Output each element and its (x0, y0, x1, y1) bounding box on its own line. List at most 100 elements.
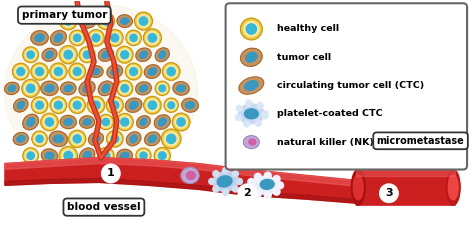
Circle shape (98, 114, 113, 130)
Ellipse shape (17, 101, 24, 109)
Circle shape (162, 129, 181, 149)
Ellipse shape (376, 107, 396, 125)
Ellipse shape (125, 98, 142, 112)
Ellipse shape (158, 118, 166, 126)
Circle shape (33, 65, 46, 78)
Circle shape (73, 101, 81, 109)
Ellipse shape (159, 51, 166, 59)
Circle shape (107, 131, 123, 147)
Circle shape (138, 150, 149, 161)
Ellipse shape (447, 169, 460, 205)
Circle shape (62, 149, 75, 162)
Circle shape (71, 133, 83, 145)
Ellipse shape (155, 115, 170, 129)
Ellipse shape (139, 51, 147, 58)
Ellipse shape (353, 175, 363, 200)
Circle shape (119, 83, 130, 94)
Ellipse shape (83, 119, 91, 125)
Ellipse shape (13, 133, 28, 145)
Circle shape (92, 34, 100, 42)
Circle shape (255, 173, 261, 180)
Circle shape (12, 63, 29, 80)
Circle shape (118, 116, 131, 128)
Circle shape (240, 18, 262, 40)
Ellipse shape (89, 132, 103, 145)
Circle shape (69, 130, 86, 147)
Circle shape (232, 171, 238, 177)
Circle shape (257, 103, 263, 108)
Circle shape (109, 133, 121, 145)
Circle shape (223, 168, 228, 173)
Ellipse shape (148, 68, 156, 75)
Circle shape (223, 189, 228, 195)
Circle shape (34, 99, 46, 111)
Ellipse shape (127, 132, 141, 146)
Circle shape (82, 49, 93, 61)
Circle shape (83, 51, 91, 59)
Ellipse shape (83, 151, 91, 160)
Ellipse shape (120, 18, 129, 24)
Circle shape (73, 68, 81, 76)
Circle shape (69, 97, 85, 113)
Circle shape (264, 172, 271, 179)
Text: healthy cell: healthy cell (277, 25, 339, 33)
Ellipse shape (55, 34, 63, 42)
Circle shape (64, 50, 73, 59)
Circle shape (146, 99, 159, 111)
Circle shape (90, 99, 102, 111)
Circle shape (88, 30, 104, 46)
Circle shape (255, 190, 261, 197)
Ellipse shape (217, 176, 232, 187)
Circle shape (213, 171, 219, 177)
Ellipse shape (381, 130, 401, 146)
Circle shape (139, 17, 148, 25)
Ellipse shape (5, 82, 19, 94)
Circle shape (69, 30, 85, 46)
Ellipse shape (42, 48, 57, 61)
Circle shape (238, 184, 256, 202)
Circle shape (135, 12, 153, 30)
Circle shape (117, 80, 133, 96)
Circle shape (62, 15, 74, 27)
Ellipse shape (14, 98, 28, 112)
Ellipse shape (136, 82, 151, 95)
Circle shape (102, 17, 110, 25)
Ellipse shape (238, 104, 264, 124)
Circle shape (15, 65, 27, 77)
Circle shape (164, 98, 178, 112)
Circle shape (168, 102, 174, 108)
Ellipse shape (245, 81, 258, 90)
Circle shape (137, 15, 150, 28)
Circle shape (166, 100, 176, 110)
Ellipse shape (213, 171, 238, 191)
Circle shape (136, 148, 151, 163)
Ellipse shape (60, 115, 76, 129)
Circle shape (209, 178, 215, 184)
Circle shape (166, 134, 176, 143)
Circle shape (31, 63, 48, 80)
Circle shape (146, 31, 159, 44)
Ellipse shape (136, 48, 151, 62)
Text: 3: 3 (385, 188, 392, 198)
Circle shape (121, 118, 129, 126)
Circle shape (148, 34, 156, 42)
Ellipse shape (41, 81, 58, 95)
Circle shape (237, 178, 242, 184)
Circle shape (128, 65, 139, 77)
Polygon shape (5, 178, 356, 203)
Circle shape (55, 101, 62, 109)
Circle shape (25, 49, 36, 60)
Ellipse shape (145, 65, 160, 78)
Circle shape (365, 118, 377, 130)
Circle shape (144, 96, 161, 114)
Ellipse shape (139, 85, 147, 92)
Ellipse shape (41, 149, 57, 162)
Circle shape (79, 47, 95, 63)
Circle shape (130, 68, 137, 76)
Ellipse shape (64, 85, 73, 92)
Circle shape (100, 15, 112, 27)
FancyBboxPatch shape (226, 3, 467, 169)
Circle shape (36, 101, 44, 109)
Circle shape (177, 118, 185, 126)
Circle shape (140, 152, 147, 159)
